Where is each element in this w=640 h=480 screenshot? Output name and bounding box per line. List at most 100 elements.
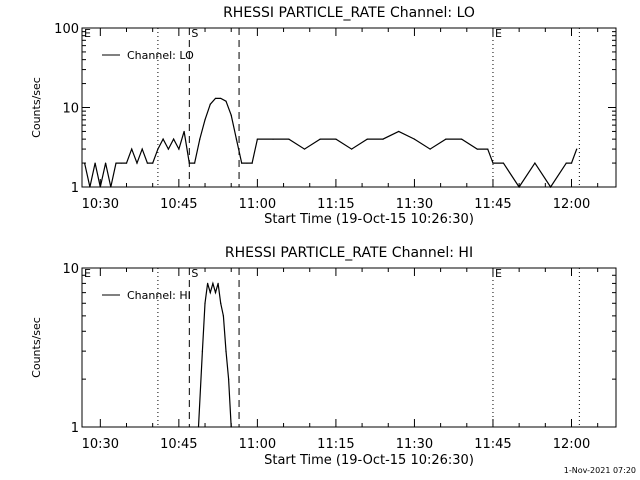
footer-timestamp: 1-Nov-2021 07:20 — [563, 466, 636, 475]
legend-label: Channel: HI — [127, 289, 191, 302]
x-axis-label: Start Time (19-Oct-15 10:26:30) — [264, 212, 474, 227]
x-tick-label: 11:15 — [317, 197, 354, 212]
data-point — [193, 162, 196, 164]
data-point — [99, 186, 101, 188]
data-point — [413, 138, 416, 140]
data-point — [141, 148, 143, 150]
data-point — [241, 162, 243, 164]
series-line-1 — [84, 97, 578, 189]
data-point — [157, 148, 159, 150]
data-point — [89, 186, 91, 188]
legend-label: Channel: LO — [127, 49, 194, 62]
data-point — [487, 148, 489, 150]
data-point — [199, 138, 201, 140]
data-point — [152, 162, 154, 164]
x-tick-label: 10:30 — [82, 197, 119, 212]
data-point — [445, 138, 447, 140]
x-tick-label: 10:45 — [160, 437, 197, 452]
data-point — [227, 378, 230, 380]
chart-title: RHESSI PARTICLE_RATE Channel: HI — [225, 245, 473, 261]
data-point — [146, 162, 149, 164]
x-tick-label: 11:00 — [239, 437, 276, 452]
y-axis-label: Counts/sec — [30, 317, 43, 378]
x-tick-label: 11:00 — [239, 197, 276, 212]
y-tick-label: 1 — [71, 181, 79, 196]
x-axis-label: Start Time (19-Oct-15 10:26:30) — [264, 453, 474, 468]
data-point — [230, 426, 232, 428]
data-point — [251, 162, 253, 164]
data-point — [518, 186, 520, 188]
data-point — [115, 162, 117, 164]
marker-label: S — [191, 267, 198, 280]
data-point — [398, 130, 400, 133]
data-point — [84, 162, 86, 164]
x-tick-label: 10:45 — [160, 197, 197, 212]
data-point — [136, 162, 138, 164]
data-point — [214, 292, 217, 294]
data-point — [382, 138, 384, 140]
data-point — [303, 148, 306, 150]
chart-panel-2: RHESSI PARTICLE_RATE Channel: HI 1 10 10:30… — [30, 245, 617, 468]
data-point — [476, 148, 478, 150]
data-point — [460, 138, 463, 140]
data-point — [162, 138, 164, 140]
data-point — [104, 162, 107, 164]
x-tick-label: 11:45 — [474, 437, 511, 452]
data-point — [502, 162, 505, 164]
data-point — [120, 162, 122, 164]
data-point — [220, 97, 222, 100]
data-point — [256, 138, 258, 140]
series-line-1 — [197, 281, 232, 428]
data-point — [183, 130, 185, 133]
data-point — [492, 162, 494, 164]
data-point — [212, 282, 214, 285]
chart-panel-1: RHESSI PARTICLE_RATE Channel: LO 1 10 100 10… — [30, 5, 617, 227]
data-point — [204, 302, 206, 304]
data-point — [217, 282, 219, 285]
x-tick-label: 11:30 — [396, 437, 433, 452]
marker-label: E — [495, 267, 502, 280]
data-point — [246, 162, 248, 164]
data-point — [207, 282, 209, 285]
data-point — [272, 138, 274, 140]
y-tick-label: 10 — [62, 262, 79, 277]
data-point — [110, 186, 112, 188]
data-point — [335, 138, 337, 140]
data-point — [225, 100, 227, 102]
marker-label: E — [84, 267, 91, 280]
data-point — [94, 162, 96, 164]
data-point — [288, 138, 290, 140]
data-point — [201, 350, 204, 352]
x-tick-label: 12:00 — [553, 437, 590, 452]
data-point — [429, 148, 431, 150]
y-tick-label: 1 — [71, 421, 79, 436]
data-point — [222, 315, 224, 317]
data-point — [549, 186, 552, 188]
data-point — [178, 148, 180, 150]
data-point — [131, 148, 133, 150]
data-point — [230, 114, 232, 116]
marker-label: S — [191, 27, 198, 40]
marker-label: E — [495, 27, 502, 40]
y-tick-label: 10 — [62, 102, 79, 117]
data-point — [209, 103, 211, 105]
x-tick-label: 12:00 — [553, 197, 590, 212]
data-point — [173, 138, 175, 140]
data-point — [188, 162, 190, 164]
data-point — [534, 162, 536, 164]
x-tick-label: 11:15 — [317, 437, 354, 452]
x-tick-label: 11:30 — [396, 197, 433, 212]
plot-frame — [81, 267, 617, 428]
y-axis-label: Counts/sec — [30, 77, 43, 138]
y-tick-label: 100 — [54, 22, 79, 37]
data-point — [204, 119, 206, 121]
data-point — [366, 138, 368, 140]
data-point — [570, 162, 573, 164]
data-point — [351, 148, 353, 150]
data-point — [167, 148, 169, 150]
data-point — [214, 97, 217, 100]
x-tick-label: 11:45 — [474, 197, 511, 212]
marker-label: E — [84, 27, 91, 40]
data-point — [197, 426, 200, 428]
